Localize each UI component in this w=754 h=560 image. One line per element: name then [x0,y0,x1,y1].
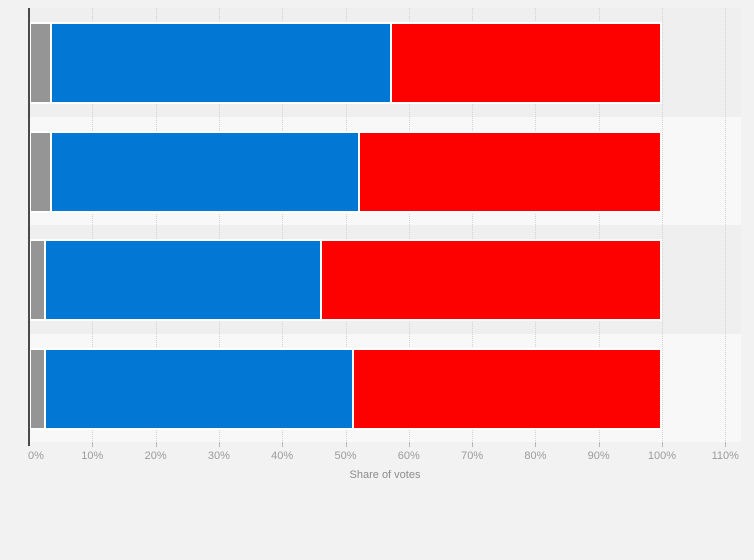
x-tick-label-20: 20% [144,450,167,462]
gridline-110 [725,8,727,445]
tick-mark-90 [598,442,600,447]
bar-row-1 [29,22,662,104]
plot-area [29,8,741,445]
bar-row-4 [29,347,662,430]
gridline-50 [345,8,347,445]
x-tick-label-80: 80% [524,450,547,462]
x-tick-label-100: 100% [647,450,677,462]
gridline-20 [155,8,157,445]
tick-mark-50 [345,442,347,447]
x-tick-label-110: 110% [711,450,739,462]
tick-mark-20 [155,442,157,447]
tick-mark-10 [92,442,94,447]
x-tick-label-30: 30% [207,450,230,462]
x-tick-label-50: 50% [334,450,357,462]
bar-3-gray-segment[interactable] [31,241,44,319]
bar-2-blue-segment[interactable] [49,132,359,211]
bar-1-blue-segment[interactable] [49,24,390,102]
gridline-80 [535,8,537,445]
x-tick-label-40: 40% [271,450,294,462]
gridline-90 [598,8,600,445]
bar-1-gray-segment[interactable] [31,24,50,102]
gridline-60 [408,8,410,445]
gridline-40 [282,8,284,445]
tick-mark-40 [282,442,284,447]
x-tick-label-60: 60% [397,450,420,462]
tick-mark-110 [725,442,727,447]
bar-4-blue-segment[interactable] [43,349,352,428]
x-axis-title: Share of votes [349,469,421,481]
bar-3-blue-segment[interactable] [43,241,321,319]
x-tick-label-10: 10% [81,450,104,462]
x-tick-label-0: 0% [28,450,44,462]
tick-mark-30 [218,442,220,447]
x-tick-label-70: 70% [461,450,484,462]
tick-mark-60 [408,442,410,447]
bar-row-3 [29,239,662,321]
bar-3-red-segment[interactable] [320,241,660,319]
gridline-30 [218,8,220,445]
bar-4-red-segment[interactable] [351,349,661,428]
x-tick-label-90: 90% [587,450,610,462]
bar-row-2 [29,130,662,213]
gridline-100 [662,8,663,445]
gridline-10 [92,8,94,445]
tick-mark-100 [662,442,663,447]
tick-mark-70 [472,442,474,447]
y-axis-line [28,8,30,446]
bar-4-gray-segment[interactable] [31,349,44,428]
bar-2-gray-segment[interactable] [31,132,50,211]
bar-1-red-segment[interactable] [389,24,660,102]
tick-mark-80 [535,442,537,447]
gridline-70 [472,8,474,445]
bar-2-red-segment[interactable] [358,132,660,211]
